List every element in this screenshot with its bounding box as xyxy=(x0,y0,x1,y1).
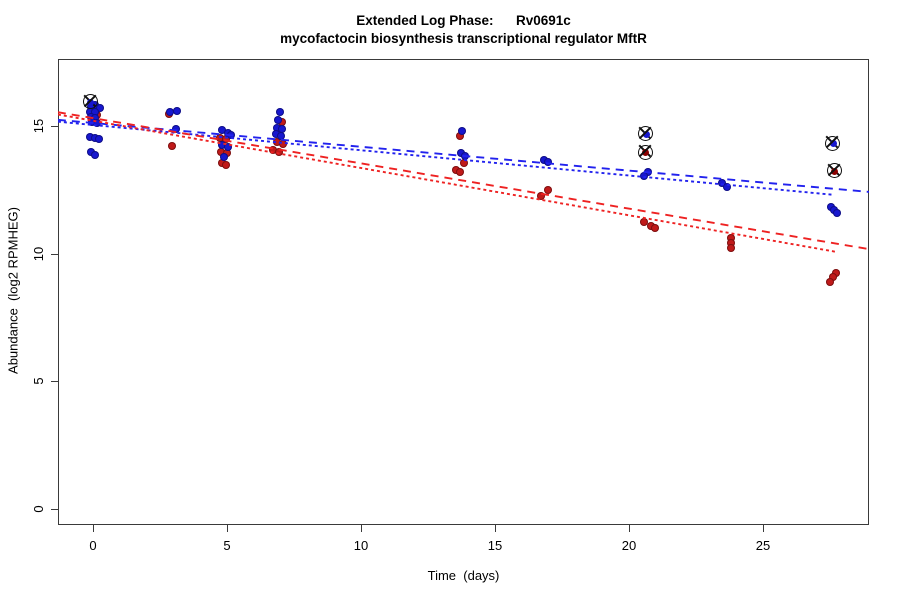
red-fit-dotted xyxy=(58,113,836,253)
y-axis-label: Abundance (log2 RPMHEG) xyxy=(5,207,21,374)
y-tick-label: 0 xyxy=(31,505,46,513)
x-tick-mark xyxy=(361,525,362,532)
x-tick-mark xyxy=(227,525,228,532)
chart-subtitle: mycofactocin biosynthesis transcriptiona… xyxy=(280,31,647,46)
x-tick-label: 10 xyxy=(353,538,369,553)
y-tick-label: 10 xyxy=(31,246,46,261)
blue-fit-dotted xyxy=(58,120,833,196)
red-fit-dashed xyxy=(58,111,869,251)
x-tick-label: 0 xyxy=(89,538,97,553)
x-tick-label: 15 xyxy=(487,538,503,553)
x-tick-mark xyxy=(93,525,94,532)
x-tick-label: 20 xyxy=(621,538,637,553)
trend-lines xyxy=(58,111,869,253)
y-tick-label: 15 xyxy=(31,118,46,133)
x-axis-label: Time (days) xyxy=(427,568,500,583)
y-tick-mark xyxy=(51,253,58,255)
x-tick-mark xyxy=(763,525,764,532)
chart-title: Extended Log Phase: Rv0691c xyxy=(356,13,571,28)
x-tick-mark xyxy=(495,525,496,532)
x-tick-mark xyxy=(629,525,630,532)
x-tick-label: 25 xyxy=(755,538,771,553)
x-tick-label: 5 xyxy=(223,538,231,553)
y-tick-mark xyxy=(51,509,58,510)
y-tick-label: 5 xyxy=(31,377,46,385)
y-tick-mark xyxy=(51,381,58,383)
y-tick-mark xyxy=(51,125,58,127)
